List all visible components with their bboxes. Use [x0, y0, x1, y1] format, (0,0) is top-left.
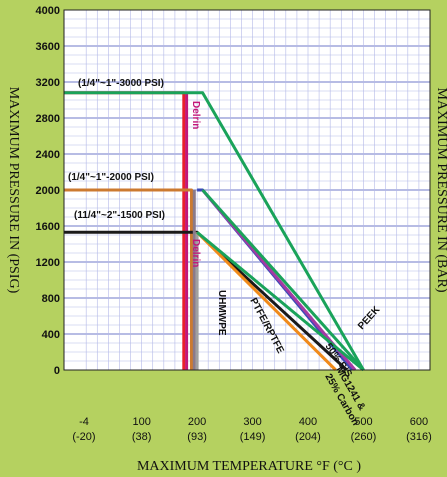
series-line-6	[196, 231, 337, 372]
y-tick-label: 2800	[36, 113, 60, 125]
series-label-1500-psi: (11/4"~2"-1500 PSI)	[74, 210, 165, 221]
y-tick-label: 800	[42, 293, 60, 305]
x-tick-label-c: (38)	[132, 431, 152, 443]
x-tick-label-f: 200	[188, 416, 206, 428]
x-tick-label-c: (-20)	[72, 431, 95, 443]
plot-border	[63, 9, 431, 371]
y-tick-label: 400	[42, 329, 60, 341]
y-tick-label: 2000	[36, 185, 60, 197]
x-tick-label-f: 600	[410, 416, 428, 428]
y-axis-title-right: MAXIMUM PRESSURE IN (BAR)	[434, 88, 447, 293]
annotation-uhmwpe: UHMWPE	[216, 290, 227, 336]
series-line-2	[64, 188, 193, 370]
series-line-9	[64, 91, 365, 371]
series-layer	[64, 91, 365, 372]
annotation-delrin-lower: Delrin	[190, 239, 201, 267]
y-tick-label: 2400	[36, 149, 60, 161]
y-tick-label: 1200	[36, 257, 60, 269]
x-tick-labels: -4 (-20) 100 (38) 200 (93) 300 (149) 400 (204) 500…	[72, 416, 431, 443]
x-tick-label-c: (93)	[187, 431, 207, 443]
x-tick-label-c: (204)	[295, 431, 321, 443]
x-tick-label-f: 500	[354, 416, 372, 428]
y-tick-label: 0	[54, 365, 60, 377]
series-label-2000-psi: (1/4"~1"-2000 PSI)	[68, 172, 154, 183]
x-tick-label-c: (260)	[351, 431, 377, 443]
series-line-10	[201, 189, 365, 371]
y-axis-title-left: MAXIMUM PRESSURE IN (PSIG)	[6, 87, 21, 294]
x-axis-title: MAXIMUM TEMPERATURE °F (°C )	[137, 459, 361, 474]
y-tick-label: 3200	[36, 77, 60, 89]
x-tick-label-f: 100	[132, 416, 150, 428]
y-tick-labels: 0 400 800 1200 1600 2000 2400 2800 3200 3600 4000	[36, 5, 60, 377]
annotation-delrin-upper: Delrin	[190, 101, 201, 129]
series-line-11	[196, 231, 365, 372]
x-tick-label-f: 400	[299, 416, 317, 428]
y-tick-label: 1600	[36, 221, 60, 233]
y-tick-label: 4000	[36, 5, 60, 17]
x-tick-label-c: (149)	[240, 431, 266, 443]
x-tick-label-c: (316)	[406, 431, 432, 443]
x-tick-label-f: 300	[243, 416, 261, 428]
series-label-3000-psi: (1/4"~1"-3000 PSI)	[78, 78, 164, 89]
y-tick-label: 3600	[36, 41, 60, 53]
x-tick-label-f: -4	[79, 416, 89, 428]
